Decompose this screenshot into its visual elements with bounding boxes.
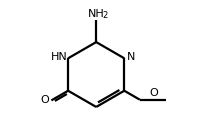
Text: O: O xyxy=(41,95,50,105)
Text: O: O xyxy=(149,88,158,99)
Text: N: N xyxy=(127,52,135,62)
Text: HN: HN xyxy=(51,52,68,62)
Text: NH: NH xyxy=(88,9,104,19)
Text: 2: 2 xyxy=(102,11,107,20)
